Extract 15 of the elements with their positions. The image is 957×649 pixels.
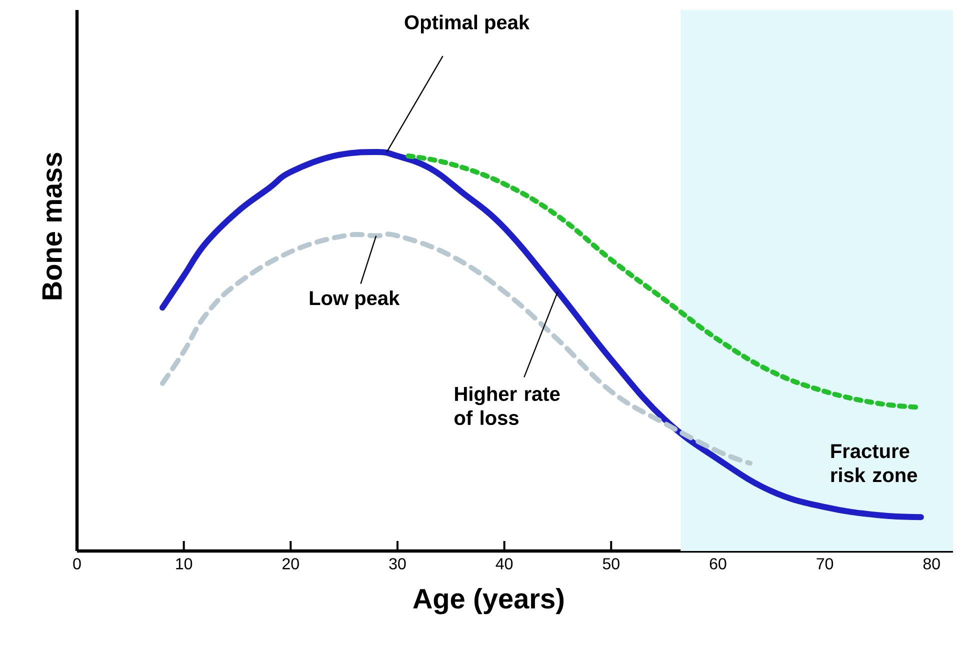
x-axis-title: Age (years) xyxy=(413,588,564,614)
x-tick-label: 10 xyxy=(176,558,192,570)
y-axis-title: Bone mass xyxy=(42,152,62,300)
annotation: Low peak xyxy=(310,290,400,310)
x-tick-label: 0 xyxy=(73,558,81,570)
x-tick-label: 80 xyxy=(923,558,940,570)
x-tick-label: 30 xyxy=(389,558,406,570)
x-tick-label: 70 xyxy=(816,558,834,570)
x-tick-label: 20 xyxy=(282,558,299,570)
band-label: Fracture risk zone xyxy=(831,444,918,482)
annotation: Optimal peak xyxy=(404,14,530,34)
x-tick-label: 40 xyxy=(496,558,513,570)
x-tick-label: 60 xyxy=(710,558,726,570)
x-tick-label: 50 xyxy=(602,558,620,570)
annotation: Higher rate of loss xyxy=(454,386,560,426)
